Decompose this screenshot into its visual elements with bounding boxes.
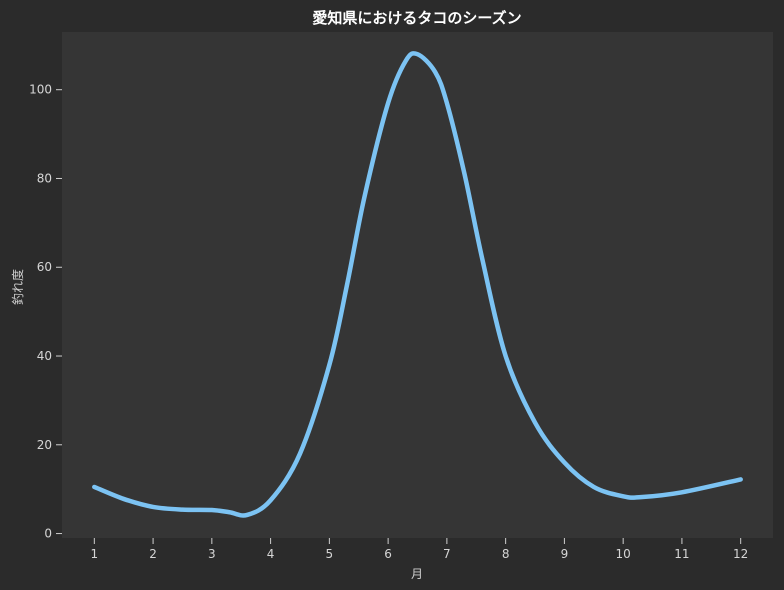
y-tick-label: 20 xyxy=(37,438,52,452)
x-tick-label: 6 xyxy=(384,547,392,561)
x-tick-label: 4 xyxy=(267,547,275,561)
x-axis: 1 2 3 4 5 6 7 8 9 10 11 12 xyxy=(90,538,748,561)
y-tick-label: 100 xyxy=(29,83,52,97)
y-axis: 0 20 40 60 80 100 xyxy=(29,83,62,541)
x-tick-label: 8 xyxy=(502,547,510,561)
series-layer xyxy=(92,51,743,518)
x-tick-label: 11 xyxy=(674,547,689,561)
x-tick-label: 7 xyxy=(443,547,451,561)
x-tick-label: 1 xyxy=(90,547,98,561)
x-axis-label: 月 xyxy=(411,567,423,581)
x-tick-label: 10 xyxy=(616,547,631,561)
chart-title: 愛知県におけるタコのシーズン xyxy=(312,9,521,27)
series-line xyxy=(92,51,743,518)
plot-area xyxy=(62,32,773,538)
x-tick-label: 12 xyxy=(733,547,748,561)
x-tick-label: 5 xyxy=(326,547,334,561)
x-tick-label: 9 xyxy=(561,547,569,561)
y-tick-label: 80 xyxy=(37,171,52,185)
y-tick-label: 0 xyxy=(44,527,52,541)
x-tick-label: 3 xyxy=(208,547,216,561)
y-axis-label: 釣れ度 xyxy=(10,269,25,305)
y-tick-label: 40 xyxy=(37,349,52,363)
x-tick-label: 2 xyxy=(149,547,157,561)
y-tick-label: 60 xyxy=(37,260,52,274)
